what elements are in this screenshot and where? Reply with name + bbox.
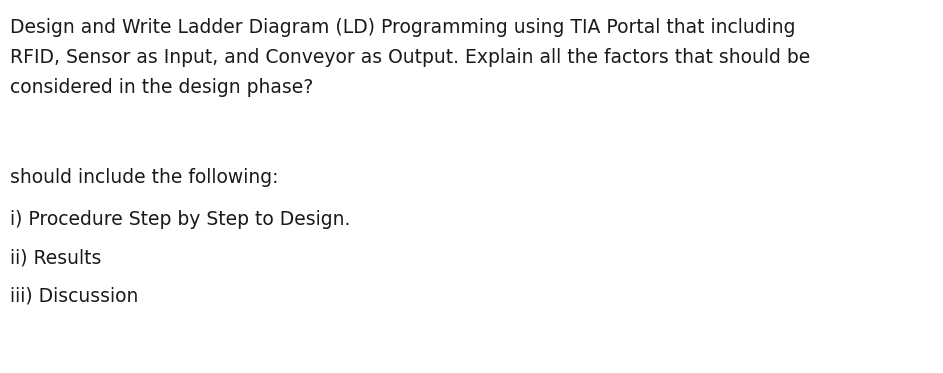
Text: iii) Discussion: iii) Discussion — [10, 286, 139, 305]
Text: Design and Write Ladder Diagram (LD) Programming using TIA Portal that including: Design and Write Ladder Diagram (LD) Pro… — [10, 18, 796, 37]
Text: i) Procedure Step by Step to Design.: i) Procedure Step by Step to Design. — [10, 210, 351, 229]
Text: considered in the design phase?: considered in the design phase? — [10, 78, 313, 97]
Text: ii) Results: ii) Results — [10, 248, 102, 267]
Text: RFID, Sensor as Input, and Conveyor as Output. Explain all the factors that shou: RFID, Sensor as Input, and Conveyor as O… — [10, 48, 810, 67]
Text: should include the following:: should include the following: — [10, 168, 278, 187]
